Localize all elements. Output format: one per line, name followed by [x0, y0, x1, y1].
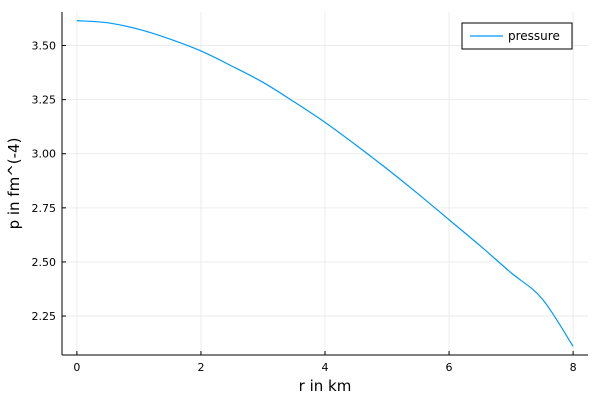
y-tick-label: 3.00 — [32, 148, 57, 161]
x-ticks: 0 2 4 6 8 — [73, 351, 577, 374]
y-tick-label: 2.50 — [32, 256, 57, 269]
y-tick-label: 3.50 — [32, 40, 57, 53]
y-axis-label: p in fm^(-4) — [5, 138, 23, 230]
x-tick-label: 0 — [73, 361, 80, 374]
y-tick-label: 2.75 — [32, 202, 57, 215]
x-tick-label: 8 — [570, 361, 577, 374]
legend-label-pressure: pressure — [508, 29, 560, 43]
grid — [62, 12, 588, 355]
series — [76, 20, 574, 347]
x-tick-label: 2 — [197, 361, 204, 374]
legend: pressure — [461, 22, 573, 50]
x-tick-label: 4 — [322, 361, 329, 374]
y-ticks: 2.25 2.50 2.75 3.00 3.25 3.50 — [32, 40, 66, 323]
y-tick-label: 2.25 — [32, 310, 57, 323]
x-axis-label: r in km — [299, 377, 352, 395]
y-tick-label: 3.25 — [32, 94, 57, 107]
x-tick-label: 6 — [446, 361, 453, 374]
series-line-pressure — [76, 20, 574, 347]
